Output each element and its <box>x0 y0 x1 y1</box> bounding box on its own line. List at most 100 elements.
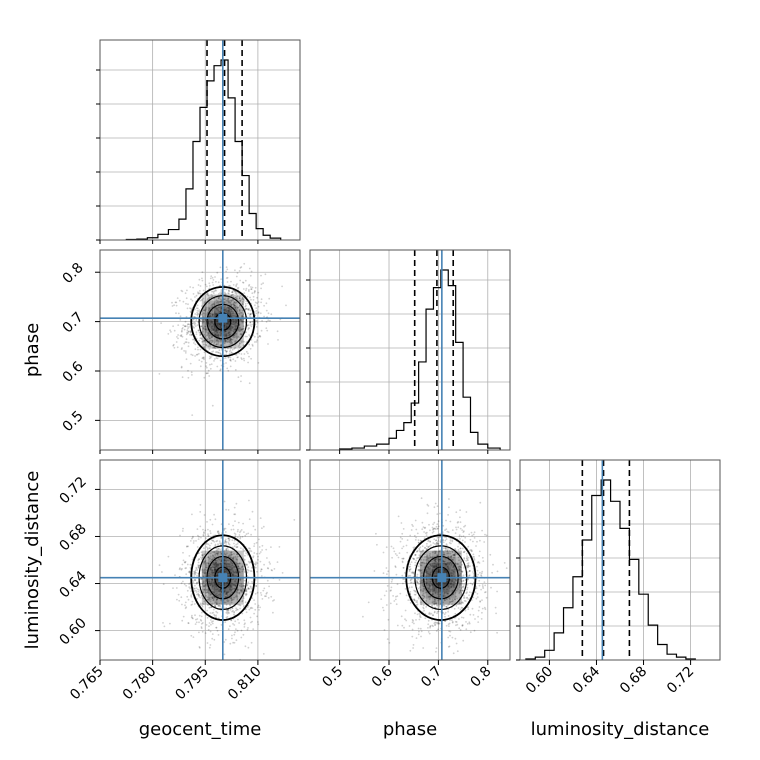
sample-point <box>203 339 206 342</box>
sample-point <box>238 592 240 594</box>
sample-point <box>200 299 203 302</box>
sample-point <box>209 544 211 547</box>
sample-point <box>202 340 205 343</box>
sample-point <box>396 583 399 586</box>
sample-point <box>236 307 239 309</box>
sample-point <box>417 569 420 571</box>
sample-point <box>211 586 214 589</box>
sample-point <box>213 550 216 553</box>
sample-point <box>190 604 193 606</box>
sample-point <box>448 603 451 606</box>
sample-point <box>244 563 247 565</box>
sample-point <box>414 593 417 596</box>
sample-point <box>436 536 439 539</box>
sample-point <box>216 271 219 274</box>
sample-point <box>203 600 206 603</box>
sample-point <box>199 365 202 368</box>
sample-point <box>223 527 226 530</box>
sample-point <box>240 375 243 377</box>
sample-point <box>224 638 227 641</box>
sample-point <box>197 594 200 597</box>
sample-point <box>451 550 454 553</box>
sample-point <box>253 563 256 565</box>
sample-point <box>220 345 223 347</box>
sample-point <box>454 620 457 623</box>
sample-point <box>232 303 235 305</box>
sample-point <box>257 312 260 314</box>
sample-point <box>227 611 230 613</box>
sample-point <box>411 628 414 631</box>
sample-point <box>189 333 191 336</box>
density-cell <box>455 556 462 563</box>
sample-point <box>226 350 228 352</box>
sample-point <box>214 543 217 546</box>
sample-point <box>242 344 245 347</box>
sample-point <box>191 600 194 603</box>
sample-point <box>199 292 202 295</box>
sample-point <box>240 357 243 359</box>
sample-point <box>233 567 236 569</box>
sample-point <box>454 598 456 600</box>
sample-point <box>429 553 431 555</box>
sample-point <box>259 560 262 563</box>
sample-point <box>387 618 390 621</box>
sample-point <box>237 306 240 309</box>
sample-point <box>458 567 461 570</box>
density-cell <box>207 568 214 575</box>
sample-point <box>187 341 190 344</box>
sample-point <box>186 563 189 566</box>
sample-point <box>437 607 440 609</box>
sample-point <box>217 293 220 295</box>
sample-point <box>187 323 189 326</box>
sample-point <box>247 581 250 584</box>
sample-point <box>404 609 407 612</box>
sample-point <box>424 556 426 558</box>
sample-point <box>247 327 250 329</box>
sample-point <box>198 290 201 292</box>
sample-point <box>417 569 420 571</box>
sample-point <box>413 534 416 537</box>
sample-point <box>434 558 437 560</box>
sample-point <box>236 272 239 274</box>
sample-point <box>210 542 213 545</box>
sample-point <box>217 351 220 354</box>
sample-point <box>206 299 209 301</box>
sample-point <box>241 315 244 318</box>
x-tick-label-luminosity_distance: 0.72 <box>664 664 697 697</box>
sample-point <box>205 318 207 321</box>
sample-point <box>227 559 229 561</box>
sample-point <box>456 597 458 600</box>
sample-point <box>182 551 184 554</box>
sample-point <box>460 587 463 589</box>
sample-point <box>187 622 190 624</box>
sample-point <box>259 335 262 338</box>
sample-point <box>231 588 234 590</box>
sample-point <box>196 311 199 314</box>
sample-point <box>423 562 426 565</box>
sample-point <box>409 534 412 537</box>
sample-point <box>204 319 207 322</box>
sample-point <box>451 549 453 552</box>
sample-point <box>185 341 188 344</box>
sample-point <box>445 538 448 540</box>
sample-point <box>247 532 250 535</box>
sample-point <box>190 353 193 356</box>
sample-point <box>200 627 203 630</box>
sample-point <box>216 365 219 368</box>
sample-point <box>205 566 208 569</box>
sample-point <box>219 298 222 301</box>
x-tick-label-geocent_time: 0.810 <box>225 664 265 704</box>
sample-point <box>436 505 439 507</box>
sample-point <box>216 531 219 534</box>
sample-point <box>187 545 190 548</box>
sample-point <box>257 291 260 294</box>
sample-point <box>207 543 210 546</box>
sample-point <box>231 610 234 613</box>
sample-point <box>206 561 208 564</box>
sample-point <box>205 328 207 330</box>
sample-point <box>250 587 253 590</box>
sample-point <box>223 601 226 604</box>
sample-point <box>460 581 463 583</box>
sample-point <box>200 320 202 323</box>
sample-point <box>462 535 465 538</box>
